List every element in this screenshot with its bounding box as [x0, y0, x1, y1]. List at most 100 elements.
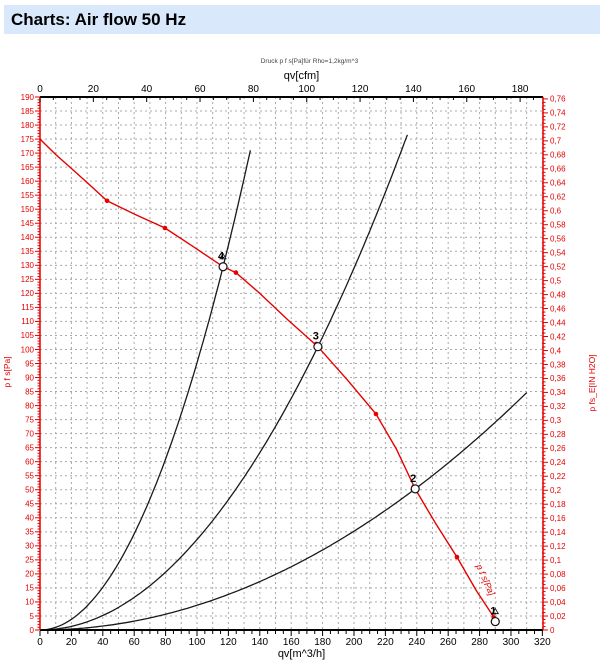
point-arrow-icon: [219, 252, 227, 260]
svg-text:0,34: 0,34: [550, 388, 566, 397]
system-curve-2: [40, 134, 409, 631]
svg-text:280: 280: [471, 637, 488, 648]
svg-text:130: 130: [21, 261, 35, 270]
svg-text:140: 140: [405, 84, 422, 95]
svg-text:0,16: 0,16: [550, 514, 566, 523]
svg-text:160: 160: [458, 84, 475, 95]
svg-text:0,08: 0,08: [550, 570, 566, 579]
system-curve-1: [39, 150, 252, 631]
operating-point-3: 3: [313, 331, 323, 352]
svg-text:25: 25: [25, 556, 34, 565]
svg-text:20: 20: [88, 84, 100, 95]
svg-text:0,42: 0,42: [550, 332, 566, 341]
svg-text:145: 145: [21, 219, 35, 228]
svg-text:10: 10: [25, 598, 34, 607]
svg-text:180: 180: [314, 637, 331, 648]
operating-point-number: 1: [490, 606, 496, 618]
svg-text:0,52: 0,52: [550, 262, 566, 271]
svg-text:170: 170: [21, 149, 35, 158]
operating-point-circle: [490, 616, 500, 627]
svg-text:100: 100: [189, 637, 206, 648]
svg-text:85: 85: [25, 387, 34, 396]
svg-text:0,22: 0,22: [550, 472, 566, 481]
fan-curve-marker: [454, 554, 460, 560]
point-arrow-icon: [491, 607, 500, 615]
svg-text:40: 40: [97, 637, 109, 648]
svg-text:0,18: 0,18: [550, 500, 566, 509]
axis-left-title: p f s[Pa]: [2, 356, 12, 387]
fan-curve-marker: [104, 198, 110, 204]
svg-text:180: 180: [21, 121, 35, 130]
svg-text:0: 0: [37, 84, 43, 95]
svg-text:140: 140: [21, 233, 35, 242]
axis-left: 0 5 10 15 20 25 30 35 40 45 50 55 60 65 70 75 80 85 90 95 10…: [2, 93, 40, 635]
operating-point-1: 1: [490, 606, 500, 627]
svg-text:0,7: 0,7: [550, 137, 562, 146]
svg-text:95: 95: [25, 359, 34, 368]
svg-text:0,12: 0,12: [550, 542, 566, 551]
axis-top: 0 20 40 60 80 100 120 140 160 180 qv[cfm] Druck p f…: [37, 58, 534, 102]
operating-point-number: 4: [218, 251, 225, 263]
svg-text:190: 190: [21, 93, 35, 102]
svg-text:75: 75: [25, 415, 34, 424]
svg-text:0,66: 0,66: [550, 165, 566, 174]
fan-curve-marker: [233, 270, 239, 275]
svg-text:80: 80: [248, 84, 260, 95]
operating-point-circle: [218, 262, 228, 272]
svg-text:0,32: 0,32: [550, 402, 566, 411]
svg-text:320: 320: [534, 637, 551, 648]
svg-text:0,38: 0,38: [550, 360, 566, 369]
svg-text:0,72: 0,72: [550, 123, 566, 132]
svg-text:0,48: 0,48: [550, 290, 566, 299]
svg-text:300: 300: [503, 637, 520, 648]
svg-text:50: 50: [25, 486, 34, 495]
svg-text:100: 100: [298, 84, 315, 95]
svg-text:0,54: 0,54: [550, 248, 566, 257]
svg-text:45: 45: [25, 500, 34, 509]
svg-text:0,04: 0,04: [550, 598, 566, 607]
svg-text:175: 175: [21, 135, 35, 144]
svg-text:65: 65: [25, 443, 34, 452]
svg-text:240: 240: [408, 637, 425, 648]
svg-text:80: 80: [25, 401, 34, 410]
svg-text:60: 60: [129, 637, 141, 648]
operating-points: 1 2 3 4: [218, 251, 500, 627]
svg-text:0,6: 0,6: [550, 207, 562, 216]
fan-curve-line: [39, 138, 498, 622]
svg-text:20: 20: [66, 637, 78, 648]
svg-text:105: 105: [21, 331, 35, 340]
svg-text:160: 160: [283, 637, 300, 648]
svg-text:0,02: 0,02: [550, 612, 566, 621]
fan-curve: [39, 138, 498, 622]
svg-text:15: 15: [25, 584, 34, 593]
svg-text:120: 120: [21, 289, 35, 298]
fan-curve-marker: [162, 225, 168, 231]
chart-small-title: Druck p f s[Pa]für Rho=1,2kg/m^3: [261, 58, 359, 65]
operating-point-number: 2: [410, 473, 416, 485]
svg-text:0,4: 0,4: [550, 346, 562, 355]
operating-point-circle: [313, 342, 323, 352]
svg-text:20: 20: [25, 570, 34, 579]
svg-text:125: 125: [21, 275, 35, 284]
fan-curve-marker: [373, 411, 379, 417]
axis-right: 0 0,02 0,04 0,06 0,08 0,1 0,12 0,14 0,16 0,18 0,2 0…: [543, 95, 597, 635]
system-curves: [39, 134, 528, 631]
system-curve-3: [40, 392, 528, 631]
svg-text:0,58: 0,58: [550, 221, 566, 230]
svg-text:0,14: 0,14: [550, 528, 566, 537]
svg-text:0,28: 0,28: [550, 430, 566, 439]
svg-text:0: 0: [550, 626, 555, 635]
svg-text:165: 165: [21, 163, 35, 172]
svg-text:70: 70: [25, 429, 34, 438]
svg-text:220: 220: [377, 637, 394, 648]
operating-point-circle: [410, 484, 420, 494]
svg-text:0,24: 0,24: [550, 458, 566, 467]
svg-text:0,26: 0,26: [550, 444, 566, 453]
svg-text:0,36: 0,36: [550, 374, 566, 383]
svg-text:0: 0: [30, 626, 35, 635]
svg-text:0,74: 0,74: [550, 109, 566, 118]
axis-top-title: qv[cfm]: [284, 70, 319, 82]
svg-text:160: 160: [21, 177, 35, 186]
svg-text:0,1: 0,1: [550, 556, 562, 565]
